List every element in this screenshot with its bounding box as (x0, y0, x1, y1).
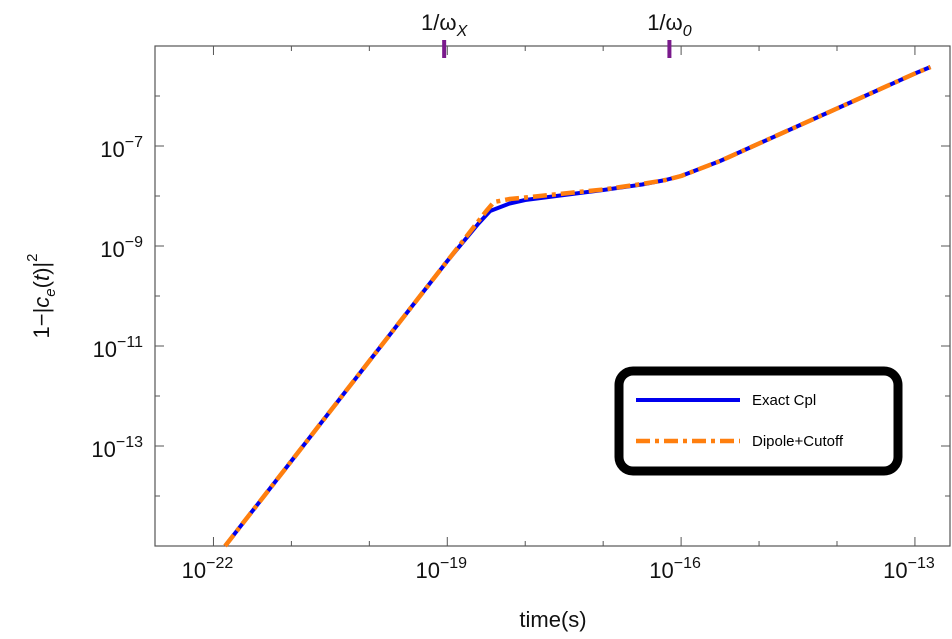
x-tick-label: 10−22 (182, 555, 234, 583)
legend-label-exact: Exact Cpl (752, 392, 816, 409)
series-layer (223, 64, 932, 548)
tick-labels: 10−22 10−19 10−16 10−13 10−7 10−9 10−11 10−13 (91, 134, 934, 583)
top-marker-label: 1/ω0 (647, 10, 692, 40)
x-tick-label: 10−16 (649, 555, 701, 583)
y-axis-title: 1−|ce(t)|2 (24, 254, 59, 339)
x-axis-title: time(s) (519, 607, 586, 632)
legend: Exact Cpl Dipole+Cutoff (614, 366, 903, 476)
y-tick-label: 10−11 (93, 334, 144, 362)
series-line-dipole-cutoff (223, 64, 932, 548)
y-tick-label: 10−9 (100, 234, 143, 262)
top-marker-label: 1/ωX (421, 10, 469, 40)
x-tick-label: 10−19 (415, 555, 467, 583)
top-markers: 1/ωX 1/ω0 (421, 10, 692, 58)
x-tick-label: 10−13 (883, 555, 935, 583)
plot-frame (154, 45, 951, 547)
y-tick-label: 10−7 (100, 134, 143, 162)
axis-ticks (155, 45, 950, 547)
y-tick-label: 10−13 (91, 434, 143, 462)
legend-box (614, 366, 903, 476)
legend-label-dipole: Dipole+Cutoff (752, 433, 844, 450)
